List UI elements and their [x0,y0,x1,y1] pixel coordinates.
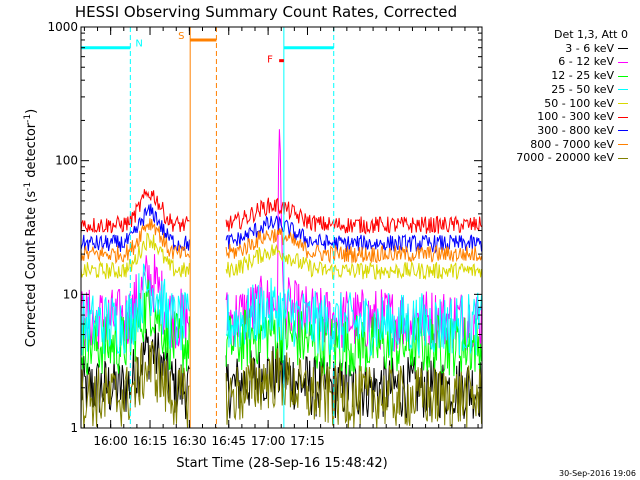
legend-rows: 3 - 6 keV 6 - 12 keV 12 - 25 keV 25 - 50 ke… [516,42,628,165]
series-trace [225,228,482,264]
series-100-300-kev [80,189,482,235]
x-tick-label: 16:15 [133,434,168,448]
chart-title: HESSI Observing Summary Count Rates, Cor… [75,3,457,21]
y-axis-label-end: ) [24,109,39,114]
series-trace [225,215,482,254]
legend-swatch [618,89,628,91]
y-axis-label-sup2: -1 [23,114,33,123]
y-tick-label: 10 [63,287,78,301]
y-tick-label: 1 [70,421,78,435]
legend: Det 1,3, Att 0 3 - 6 keV 6 - 12 keV 12 - 2… [516,28,628,165]
legend-entry: 6 - 12 keV [516,55,628,69]
legend-entry: 3 - 6 keV [516,42,628,56]
y-axis-label-main: Corrected Count Rate (s [24,191,39,348]
legend-swatch [618,61,628,63]
legend-entry: 12 - 25 keV [516,69,628,83]
series-trace [225,277,482,357]
series-trace [80,189,190,234]
footer-timestamp: 30-Sep-2016 19:06 [559,469,636,478]
legend-swatch [618,130,628,132]
y-axis-label-mid: detector [24,122,39,182]
legend-label: 6 - 12 keV [558,55,614,69]
legend-swatch [618,103,628,105]
legend-label: 300 - 800 keV [537,123,614,137]
x-tick-label: 16:30 [172,434,207,448]
legend-swatch [618,48,628,50]
legend-swatch [618,157,628,159]
annotation-label: N [135,39,142,50]
annotation-label: S [178,31,184,42]
series-trace [225,303,482,377]
legend-entry: 50 - 100 keV [516,97,628,111]
x-tick-label: 16:00 [93,434,128,448]
x-tick-label: 16:45 [211,434,246,448]
series-50-100-kev [80,232,482,281]
series-trace [225,197,482,235]
legend-label: 12 - 25 keV [551,69,614,83]
legend-swatch [618,75,628,77]
plot-area: N S F [80,27,482,429]
legend-label: 100 - 300 keV [537,110,614,124]
x-tick-label: 17:00 [251,434,286,448]
annotation-label: F [267,55,273,66]
legend-label: 7000 - 20000 keV [516,151,614,165]
x-tick-label: 17:15 [290,434,325,448]
y-axis-label-sup1: -1 [23,182,33,191]
series-300-800-kev [80,203,482,254]
series-25-50-kev [80,263,482,357]
series-trace [80,203,190,252]
axes: 16:00 16:15 16:30 16:45 17:00 17:15 1 10 100 1000 [47,20,482,448]
series-800-7000-kev [80,218,482,265]
legend-label: 50 - 100 keV [544,96,614,110]
series-trace [225,243,482,281]
legend-label: 25 - 50 keV [551,82,614,96]
y-axis-label: Corrected Count Rate (s-1 detector-1) [23,109,39,347]
y-tick-label: 1000 [47,20,78,34]
series-trace [80,341,190,429]
legend-entry: 100 - 300 keV [516,110,628,124]
legend-entry: 25 - 50 keV [516,83,628,97]
legend-entry: 800 - 7000 keV [516,138,628,152]
legend-swatch [618,144,628,146]
legend-entry: 7000 - 20000 keV [516,151,628,165]
y-tick-label: 100 [55,154,78,168]
legend-label: 800 - 7000 keV [530,137,614,151]
series-trace [80,279,190,376]
legend-header: Det 1,3, Att 0 [554,28,628,41]
series-trace [80,218,190,265]
series-trace [80,232,190,280]
series-12-25-kev [80,279,482,377]
legend-swatch [618,116,628,118]
series-trace [80,263,190,356]
x-axis-label: Start Time (28-Sep-16 15:48:42) [176,456,387,471]
legend-entry: 300 - 800 keV [516,124,628,138]
legend-label: 3 - 6 keV [565,41,614,55]
